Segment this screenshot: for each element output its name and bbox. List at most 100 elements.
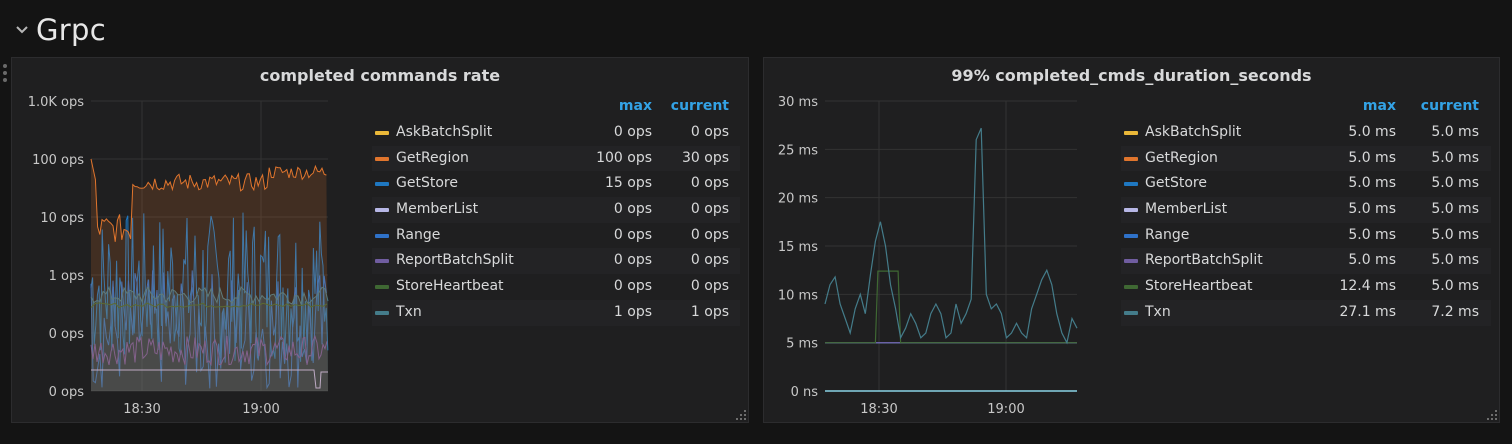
- series-line-txn[interactable]: [90, 285, 329, 306]
- row-header[interactable]: Grpc: [12, 10, 106, 50]
- legend-current-value: 30 ops: [681, 149, 729, 166]
- legend-series-name[interactable]: ReportBatchSplit: [396, 252, 514, 269]
- panel-completed-commands-rate[interactable]: completed commands rate 1.0K ops 100 ops 1…: [11, 57, 749, 423]
- legend-series-name[interactable]: GetRegion: [396, 149, 469, 166]
- legend-swatch[interactable]: [1124, 285, 1138, 290]
- legend-max-header[interactable]: max: [1362, 98, 1396, 114]
- legend-row-reportbatchsplit[interactable]: ReportBatchSplit 5.0 ms 5.0 ms: [1121, 248, 1491, 275]
- y-tick-label: 0 ops: [49, 327, 85, 342]
- y-tick-label: 20 ms: [778, 192, 818, 207]
- legend-series-name[interactable]: Txn: [1145, 303, 1171, 320]
- legend-current-header[interactable]: current: [1420, 98, 1479, 114]
- legend-series-name[interactable]: Range: [396, 226, 441, 243]
- legend-series-name[interactable]: Range: [1145, 226, 1190, 243]
- legend-swatch[interactable]: [1124, 233, 1138, 238]
- legend: max current AskBatchSplit 5.0 ms 5.0 ms Get…: [1121, 96, 1491, 326]
- legend-row-askbatchsplit[interactable]: AskBatchSplit 0 ops 0 ops: [372, 120, 740, 146]
- series-fill-getregion: [91, 159, 328, 391]
- chart-grid: [825, 100, 1077, 392]
- resize-handle[interactable]: [1487, 410, 1497, 420]
- legend-current-value: 0 ops: [690, 278, 729, 295]
- panel-title[interactable]: 99% completed_cmds_duration_seconds: [951, 66, 1312, 85]
- y-tick-label: 0 ns: [791, 385, 819, 400]
- legend-max-value: 5.0 ms: [1348, 226, 1396, 243]
- legend-series-name[interactable]: AskBatchSplit: [1145, 124, 1242, 140]
- legend-swatch[interactable]: [1124, 182, 1138, 187]
- legend-header: max current: [372, 96, 740, 120]
- legend-swatch[interactable]: [1124, 310, 1138, 315]
- legend-series-name[interactable]: ReportBatchSplit: [1145, 252, 1263, 269]
- legend-current-value: 0 ops: [690, 175, 729, 192]
- legend-row-askbatchsplit[interactable]: AskBatchSplit 5.0 ms 5.0 ms: [1121, 120, 1491, 146]
- legend-current-value: 5.0 ms: [1431, 175, 1479, 192]
- legend-max-value: 5.0 ms: [1348, 201, 1396, 218]
- legend-rows: AskBatchSplit 5.0 ms 5.0 ms GetRegion 5.0 ms…: [1121, 120, 1491, 326]
- legend-current-value: 5.0 ms: [1431, 278, 1479, 295]
- legend-max-header[interactable]: max: [618, 98, 652, 114]
- legend-series-name[interactable]: GetStore: [396, 175, 458, 192]
- legend-row-getstore[interactable]: GetStore 15 ops 0 ops: [372, 171, 740, 197]
- legend-current-header[interactable]: current: [670, 98, 729, 114]
- legend-series-name[interactable]: StoreHeartbeat: [396, 278, 504, 295]
- y-tick-label: 100 ops: [32, 153, 84, 168]
- legend-series-name[interactable]: GetRegion: [1145, 149, 1218, 166]
- y-tick-label: 10 ops: [40, 211, 84, 226]
- legend-current-value: 1 ops: [690, 303, 729, 320]
- legend-row-txn[interactable]: Txn 27.1 ms 7.2 ms: [1121, 299, 1491, 326]
- legend-row-range[interactable]: Range 0 ops 0 ops: [372, 223, 740, 249]
- legend-max-value: 5.0 ms: [1348, 252, 1396, 269]
- legend: max current AskBatchSplit 0 ops 0 ops GetRe…: [372, 96, 740, 326]
- legend-max-value: 15 ops: [604, 175, 652, 192]
- chart-completed-cmds-duration[interactable]: 30 ms 25 ms 20 ms 15 ms 10 ms 5 ms 0 ns 18:30 19…: [764, 58, 1501, 424]
- y-tick-label: 1.0K ops: [28, 95, 85, 110]
- resize-handle[interactable]: [736, 410, 746, 420]
- panel-title[interactable]: completed commands rate: [259, 66, 501, 85]
- legend-row-txn[interactable]: Txn 1 ops 1 ops: [372, 299, 740, 326]
- legend-row-memberlist[interactable]: MemberList 0 ops 0 ops: [372, 197, 740, 223]
- panel-completed-cmds-duration[interactable]: 99% completed_cmds_duration_seconds 30 m…: [763, 57, 1500, 423]
- legend-series-name[interactable]: Txn: [396, 303, 422, 320]
- legend-swatch[interactable]: [1124, 156, 1138, 161]
- legend-row-storeheartbeat[interactable]: StoreHeartbeat 0 ops 0 ops: [372, 274, 740, 300]
- legend-row-reportbatchsplit[interactable]: ReportBatchSplit 0 ops 0 ops: [372, 248, 740, 275]
- legend-series-name[interactable]: MemberList: [396, 201, 479, 218]
- legend-rows: AskBatchSplit 0 ops 0 ops GetRegion 100 ops 3…: [372, 120, 740, 326]
- legend-current-value: 0 ops: [690, 252, 729, 269]
- legend-swatch[interactable]: [375, 310, 389, 315]
- series-line-storeheartbeat[interactable]: [90, 302, 328, 308]
- series-line-reportbatchsplit[interactable]: [90, 334, 328, 367]
- x-tick-label: 19:00: [987, 402, 1024, 417]
- x-tick-label: 18:30: [123, 402, 160, 417]
- series-line-txn[interactable]: [824, 127, 1078, 345]
- legend-max-value: 1 ops: [613, 303, 652, 320]
- legend-row-range[interactable]: Range 5.0 ms 5.0 ms: [1121, 223, 1491, 249]
- legend-swatch[interactable]: [375, 182, 389, 187]
- legend-row-storeheartbeat[interactable]: StoreHeartbeat 12.4 ms 5.0 ms: [1121, 274, 1491, 300]
- chart-grid: [91, 100, 328, 392]
- legend-series-name[interactable]: StoreHeartbeat: [1145, 278, 1253, 295]
- legend-swatch[interactable]: [1124, 259, 1138, 264]
- series-line-memberlist[interactable]: [91, 369, 328, 389]
- legend-swatch[interactable]: [375, 208, 389, 213]
- legend-swatch[interactable]: [375, 259, 389, 264]
- series-line-storeheartbeat[interactable]: [825, 270, 1077, 344]
- chevron-down-icon[interactable]: [12, 20, 32, 40]
- legend-row-getstore[interactable]: GetStore 5.0 ms 5.0 ms: [1121, 171, 1491, 197]
- legend-series-name[interactable]: MemberList: [1145, 201, 1228, 218]
- y-tick-label: 1 ops: [49, 269, 85, 284]
- legend-swatch[interactable]: [375, 233, 389, 238]
- legend-swatch[interactable]: [375, 131, 389, 135]
- legend-swatch[interactable]: [375, 285, 389, 290]
- legend-row-getregion[interactable]: GetRegion 100 ops 30 ops: [372, 145, 740, 172]
- legend-swatch[interactable]: [1124, 208, 1138, 213]
- legend-swatch[interactable]: [1124, 131, 1138, 135]
- series-line-getregion[interactable]: [90, 158, 327, 242]
- legend-max-value: 12.4 ms: [1339, 278, 1396, 295]
- legend-series-name[interactable]: GetStore: [1145, 175, 1207, 192]
- legend-series-name[interactable]: AskBatchSplit: [396, 124, 493, 140]
- row-drag-handle[interactable]: [2, 62, 8, 84]
- legend-row-memberlist[interactable]: MemberList 5.0 ms 5.0 ms: [1121, 197, 1491, 223]
- legend-swatch[interactable]: [375, 156, 389, 161]
- legend-row-getregion[interactable]: GetRegion 5.0 ms 5.0 ms: [1121, 145, 1491, 172]
- chart-completed-commands-rate[interactable]: 1.0K ops 100 ops 10 ops 1 ops 0 ops 0 ops 18:3…: [12, 58, 750, 424]
